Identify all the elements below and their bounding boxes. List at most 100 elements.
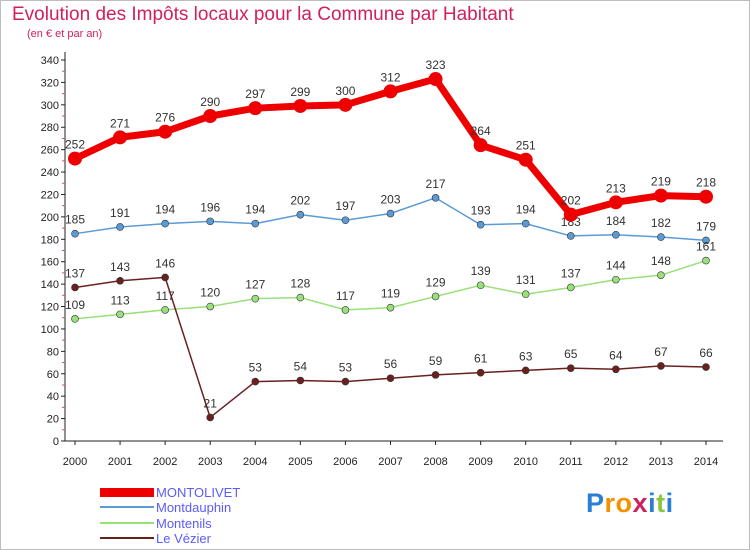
logo-letter: x: [632, 488, 649, 518]
data-point: [476, 368, 485, 377]
logo-letter: o: [615, 488, 633, 518]
data-label: 312: [380, 70, 400, 84]
data-label: 202: [290, 194, 310, 208]
data-label: 144: [606, 259, 626, 273]
data-point: [116, 223, 124, 231]
data-point: [68, 151, 82, 166]
data-point: [296, 376, 305, 385]
series-le-v-zier: 137 143 146 21 53 54 53 56 59 61 63 65 64 67 66: [65, 256, 713, 422]
x-tick-label: 2012: [604, 456, 628, 468]
data-point: [702, 256, 710, 265]
x-tick-label: 2011: [559, 456, 583, 468]
data-label: 182: [651, 216, 671, 230]
x-tick-label: 2009: [468, 456, 492, 468]
data-label: 271: [110, 116, 130, 130]
chart-subtitle: (en € et par an): [27, 28, 103, 40]
data-label: 148: [651, 254, 671, 268]
data-point: [158, 124, 173, 139]
x-tick-label: 2000: [63, 456, 87, 468]
data-point: [431, 292, 440, 301]
y-tick-label: 300: [41, 100, 59, 112]
data-point: [251, 377, 260, 386]
data-point: [206, 217, 215, 226]
data-point: [473, 138, 488, 153]
logo-letter: r: [604, 488, 616, 518]
data-point: [296, 210, 305, 219]
y-tick-label: 180: [41, 234, 59, 246]
data-point: [251, 219, 260, 228]
data-point: [296, 293, 305, 302]
data-point: [702, 236, 710, 245]
legend-swatch-montolivet: [100, 487, 154, 497]
y-tick-label: 60: [47, 369, 59, 381]
legend-item-montdauphin: Montdauphin: [100, 499, 231, 515]
legend-item-montenils: Montenils: [100, 515, 212, 531]
logo-letter: i: [665, 488, 674, 518]
data-label: 65: [564, 347, 578, 361]
logo-letter: t: [656, 488, 666, 518]
data-label: 184: [606, 214, 626, 228]
data-point: [203, 109, 218, 124]
data-label: 109: [65, 298, 85, 312]
data-point: [206, 413, 215, 422]
data-point: [116, 310, 124, 319]
data-label: 61: [474, 352, 488, 366]
data-point: [293, 98, 308, 113]
data-label: 191: [110, 206, 130, 220]
y-tick-label: 340: [41, 55, 59, 67]
x-tick-label: 2005: [288, 456, 312, 468]
legend-label-montolivet: MONTOLIVET: [156, 484, 241, 500]
proxiti-logo: Proxiti: [586, 488, 674, 519]
y-tick-label: 320: [41, 77, 59, 89]
y-tick-label: 40: [47, 391, 59, 403]
data-label: 290: [200, 95, 220, 109]
legend-item-montolivet: MONTOLIVET: [100, 484, 240, 500]
y-tick-label: 220: [41, 189, 59, 201]
x-tick-label: 2013: [649, 456, 673, 468]
data-point: [657, 271, 665, 279]
data-label: 146: [155, 256, 175, 270]
data-point: [518, 152, 533, 167]
data-label: 276: [155, 111, 175, 125]
x-tick-label: 2010: [513, 456, 537, 468]
y-tick-label: 280: [41, 122, 59, 134]
data-point: [476, 281, 485, 290]
data-point: [116, 276, 124, 285]
data-point: [657, 362, 665, 370]
data-label: 129: [426, 275, 446, 289]
data-label: 56: [384, 357, 398, 371]
data-point: [71, 315, 79, 323]
data-label: 120: [200, 286, 220, 300]
data-point: [386, 303, 395, 312]
y-tick-label: 0: [53, 436, 59, 448]
data-label: 113: [111, 293, 130, 307]
data-label: 213: [606, 181, 626, 195]
data-label: 323: [426, 58, 446, 72]
legend-label-montdauphin: Montdauphin: [156, 499, 232, 515]
x-tick-label: 2003: [198, 456, 222, 468]
series-montolivet: 252 271 276 290 297 299 300 312 323 264 251 202 213 2…: [65, 58, 716, 222]
y-tick-label: 80: [47, 346, 59, 358]
data-label: 196: [200, 200, 220, 214]
data-label: 218: [696, 176, 716, 190]
data-point: [563, 207, 578, 222]
data-label: 53: [249, 361, 263, 375]
logo-letter: i: [648, 488, 657, 518]
data-label: 63: [519, 349, 533, 363]
data-point: [476, 220, 485, 229]
data-point: [71, 283, 79, 292]
data-point: [612, 365, 620, 374]
data-point: [431, 371, 440, 379]
data-point: [612, 231, 620, 239]
data-point: [566, 283, 575, 292]
data-label: 67: [654, 345, 668, 359]
x-tick-label: 2004: [243, 456, 267, 468]
data-point: [386, 209, 395, 218]
data-label: 127: [245, 278, 265, 292]
data-point: [521, 290, 530, 299]
data-label: 66: [699, 346, 713, 360]
